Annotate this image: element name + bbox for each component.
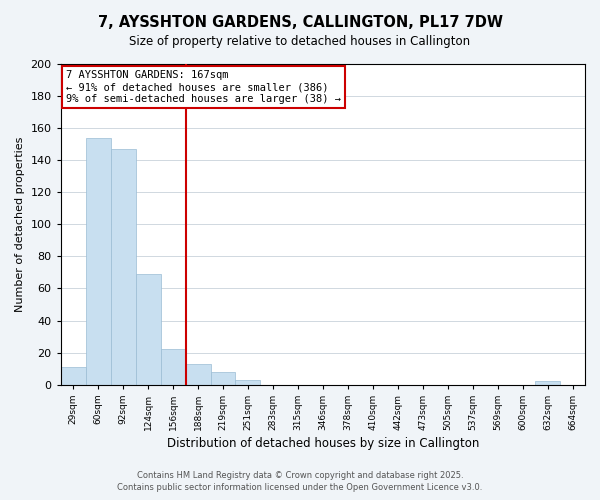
Bar [110, 149, 136, 384]
Text: Size of property relative to detached houses in Callington: Size of property relative to detached ho… [130, 35, 470, 48]
Y-axis label: Number of detached properties: Number of detached properties [15, 136, 25, 312]
Bar [136, 274, 161, 384]
Bar [86, 138, 110, 384]
Bar [161, 350, 185, 384]
Text: Contains HM Land Registry data © Crown copyright and database right 2025.
Contai: Contains HM Land Registry data © Crown c… [118, 471, 482, 492]
Bar [211, 372, 235, 384]
Text: 7 AYSSHTON GARDENS: 167sqm
← 91% of detached houses are smaller (386)
9% of semi: 7 AYSSHTON GARDENS: 167sqm ← 91% of deta… [66, 70, 341, 104]
Bar [61, 367, 86, 384]
Bar [185, 364, 211, 384]
X-axis label: Distribution of detached houses by size in Callington: Distribution of detached houses by size … [167, 437, 479, 450]
Text: 7, AYSSHTON GARDENS, CALLINGTON, PL17 7DW: 7, AYSSHTON GARDENS, CALLINGTON, PL17 7D… [97, 15, 503, 30]
Bar [235, 380, 260, 384]
Bar [535, 382, 560, 384]
